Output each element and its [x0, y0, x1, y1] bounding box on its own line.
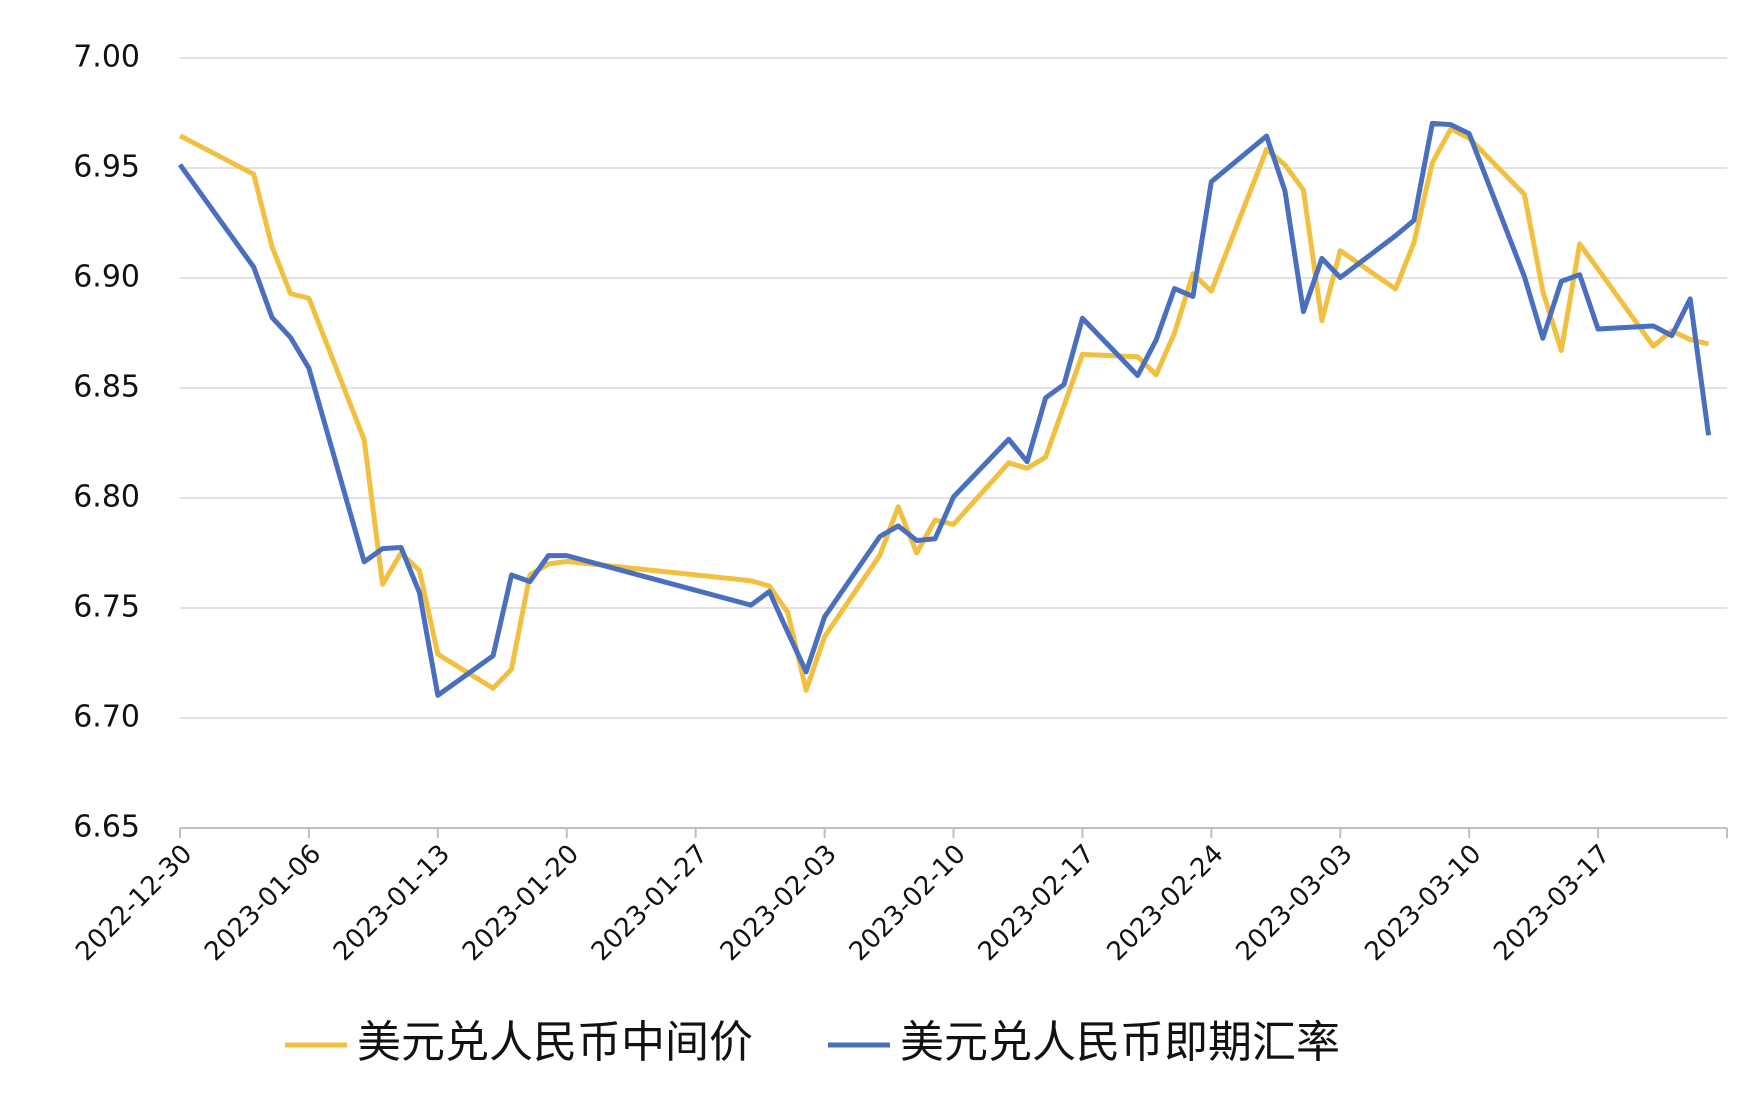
- x-tick-label: 2023-03-03: [1230, 839, 1358, 967]
- legend-label: 美元兑人民币中间价: [357, 1017, 753, 1068]
- legend-label: 美元兑人民币即期汇率: [900, 1017, 1340, 1068]
- y-tick-label: 6.90: [73, 260, 140, 295]
- y-tick-label: 6.65: [73, 810, 140, 845]
- x-tick-label: 2023-01-06: [199, 839, 327, 967]
- x-tick-label: 2023-02-10: [844, 839, 972, 967]
- x-tick-label: 2023-02-03: [715, 839, 843, 967]
- y-tick-label: 6.85: [73, 370, 140, 405]
- y-tick-label: 7.00: [73, 40, 140, 75]
- y-tick-label: 6.75: [73, 590, 140, 625]
- series-line: [178, 126, 1710, 693]
- series-line: [177, 120, 1712, 698]
- x-tick-label: 2023-01-27: [586, 839, 714, 967]
- x-tick-label: 2023-03-10: [1359, 839, 1487, 967]
- x-tick-label: 2023-02-24: [1102, 839, 1230, 967]
- x-tick-label: 2023-01-13: [328, 839, 456, 967]
- x-tick-label: 2023-03-17: [1488, 839, 1616, 967]
- y-tick-label: 6.70: [73, 700, 140, 735]
- x-tick-label: 2022-12-30: [70, 839, 198, 967]
- x-tick-label: 2023-02-17: [973, 839, 1101, 967]
- x-tick-label: 2023-01-20: [457, 839, 585, 967]
- y-tick-label: 6.80: [73, 480, 140, 515]
- y-tick-label: 6.95: [73, 150, 140, 185]
